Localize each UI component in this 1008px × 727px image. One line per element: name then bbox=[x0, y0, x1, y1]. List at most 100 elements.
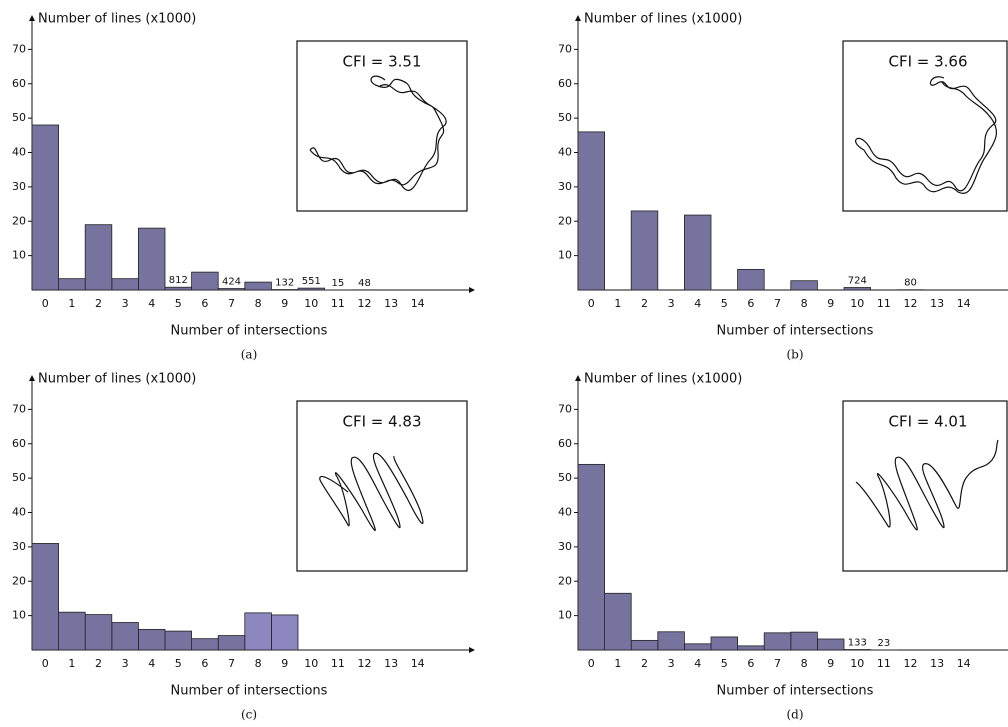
x-tick-label: 10 bbox=[304, 297, 318, 310]
bar bbox=[737, 268, 765, 291]
value-label: 132 bbox=[275, 278, 294, 289]
bar bbox=[657, 631, 685, 651]
panel: (c) Number of intersections Number of line… bbox=[12, 372, 475, 722]
x-tick-label: 4 bbox=[148, 657, 155, 670]
x-tick-label: 2 bbox=[641, 297, 648, 310]
y-tick-label: 40 bbox=[558, 506, 572, 519]
bar bbox=[137, 628, 166, 651]
x-tick-label: 2 bbox=[95, 297, 102, 310]
x-tick-label: 11 bbox=[331, 297, 345, 310]
x-tick-label: 0 bbox=[42, 657, 49, 670]
bar bbox=[191, 638, 219, 651]
bar bbox=[84, 224, 113, 291]
panel: (b) Number of intersections Number of line… bbox=[558, 12, 1008, 362]
x-axis-arrow bbox=[469, 287, 475, 293]
x-tick-label: 11 bbox=[877, 297, 891, 310]
x-tick-label: 6 bbox=[201, 657, 208, 670]
y-tick-label: 60 bbox=[558, 77, 572, 90]
y-tick-label: 50 bbox=[558, 471, 572, 484]
x-tick-label: 12 bbox=[358, 297, 372, 310]
x-tick-label: 1 bbox=[614, 657, 621, 670]
value-label: 80 bbox=[904, 278, 917, 289]
inset-curve bbox=[855, 439, 999, 531]
bar bbox=[763, 632, 792, 651]
x-axis-title: Number of intersections bbox=[171, 684, 328, 699]
bar bbox=[683, 214, 712, 291]
bar bbox=[577, 463, 606, 651]
y-tick-label: 10 bbox=[12, 249, 26, 262]
y-tick-label: 40 bbox=[12, 506, 26, 519]
y-tick-label: 30 bbox=[12, 180, 26, 193]
value-label: 812 bbox=[169, 275, 188, 286]
x-tick-label: 8 bbox=[801, 297, 808, 310]
x-tick-label: 9 bbox=[827, 657, 834, 670]
y-tick-label: 70 bbox=[558, 42, 572, 55]
x-tick-label: 3 bbox=[668, 297, 675, 310]
bar bbox=[31, 124, 60, 291]
caption: (a) bbox=[241, 348, 258, 362]
y-tick-label: 50 bbox=[12, 111, 26, 124]
inset-curve bbox=[319, 452, 424, 531]
x-tick-label: 4 bbox=[148, 297, 155, 310]
x-axis-arrow bbox=[469, 647, 475, 653]
x-tick-label: 2 bbox=[641, 657, 648, 670]
inset-box bbox=[842, 400, 1008, 572]
y-tick-label: 20 bbox=[12, 574, 26, 587]
x-tick-label: 14 bbox=[411, 657, 425, 670]
bar bbox=[217, 635, 246, 651]
y-axis-title: Number of lines (x1000) bbox=[584, 372, 742, 387]
x-axis-title: Number of intersections bbox=[717, 324, 874, 339]
bar bbox=[843, 287, 872, 291]
y-tick-label: 10 bbox=[558, 609, 572, 622]
bar bbox=[111, 622, 139, 651]
y-tick-label: 60 bbox=[558, 437, 572, 450]
y-axis-title: Number of lines (x1000) bbox=[38, 372, 196, 387]
inset-label: CFI = 3.51 bbox=[342, 53, 421, 71]
caption: (c) bbox=[241, 708, 257, 722]
x-tick-label: 13 bbox=[930, 657, 944, 670]
y-axis-arrow bbox=[29, 15, 35, 21]
bar bbox=[297, 287, 326, 291]
y-tick-label: 50 bbox=[12, 471, 26, 484]
x-tick-label: 12 bbox=[904, 297, 918, 310]
y-tick-label: 70 bbox=[12, 42, 26, 55]
x-tick-label: 5 bbox=[721, 297, 728, 310]
x-tick-label: 8 bbox=[255, 657, 262, 670]
x-tick-label: 0 bbox=[42, 297, 49, 310]
value-label: 23 bbox=[878, 638, 891, 649]
bar bbox=[737, 645, 765, 651]
y-tick-label: 20 bbox=[12, 214, 26, 227]
y-axis-title: Number of lines (x1000) bbox=[38, 12, 196, 27]
x-tick-label: 14 bbox=[411, 297, 425, 310]
value-label: 551 bbox=[302, 276, 321, 287]
x-tick-label: 7 bbox=[774, 297, 781, 310]
y-axis-arrow bbox=[29, 375, 35, 381]
bar bbox=[683, 643, 712, 651]
x-tick-label: 10 bbox=[304, 657, 318, 670]
x-tick-label: 14 bbox=[957, 297, 971, 310]
bar bbox=[217, 288, 246, 291]
bar bbox=[790, 280, 818, 291]
y-tick-label: 10 bbox=[558, 249, 572, 262]
inset-curve bbox=[855, 76, 998, 194]
y-tick-label: 60 bbox=[12, 437, 26, 450]
x-tick-label: 7 bbox=[774, 657, 781, 670]
y-axis-arrow bbox=[575, 15, 581, 21]
x-tick-label: 1 bbox=[68, 657, 75, 670]
bar bbox=[84, 614, 113, 651]
x-tick-label: 3 bbox=[122, 297, 129, 310]
inset-box bbox=[296, 400, 468, 572]
bar bbox=[630, 210, 659, 291]
inset-box bbox=[842, 40, 1008, 212]
panel: (d) Number of intersections Number of line… bbox=[558, 372, 1008, 722]
x-tick-label: 10 bbox=[850, 657, 864, 670]
y-tick-label: 40 bbox=[558, 146, 572, 159]
x-tick-label: 12 bbox=[358, 657, 372, 670]
y-axis-arrow bbox=[575, 375, 581, 381]
x-tick-label: 10 bbox=[850, 297, 864, 310]
bar bbox=[577, 131, 606, 291]
value-label: 724 bbox=[848, 276, 867, 287]
x-tick-label: 11 bbox=[877, 657, 891, 670]
